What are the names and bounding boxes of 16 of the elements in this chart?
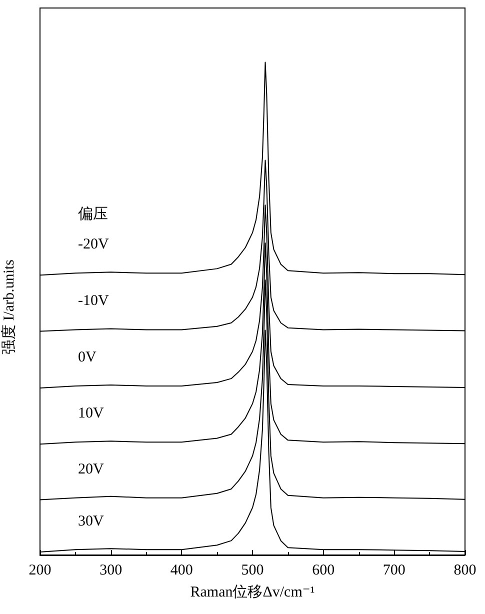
- x-tick-label: 600: [312, 562, 335, 578]
- series-label: 0V: [78, 349, 96, 366]
- legend-title: 偏压: [78, 206, 108, 223]
- x-tick-label: 800: [454, 562, 476, 578]
- series-label: 10V: [78, 406, 104, 422]
- x-tick-label: 300: [100, 562, 122, 578]
- series-label: 20V: [78, 461, 104, 478]
- series-label: -20V: [78, 236, 109, 253]
- series-label: -10V: [78, 292, 109, 309]
- x-tick-label: 400: [170, 562, 193, 578]
- y-axis-title: 强度 I/arb.units: [0, 259, 18, 354]
- x-tick-label: 200: [28, 562, 52, 578]
- series-label: 30V: [78, 514, 104, 530]
- x-tick-label: 500: [241, 562, 264, 578]
- x-tick-label: 700: [382, 562, 406, 578]
- x-axis-title: Raman位移Δv/cm⁻¹: [190, 584, 315, 600]
